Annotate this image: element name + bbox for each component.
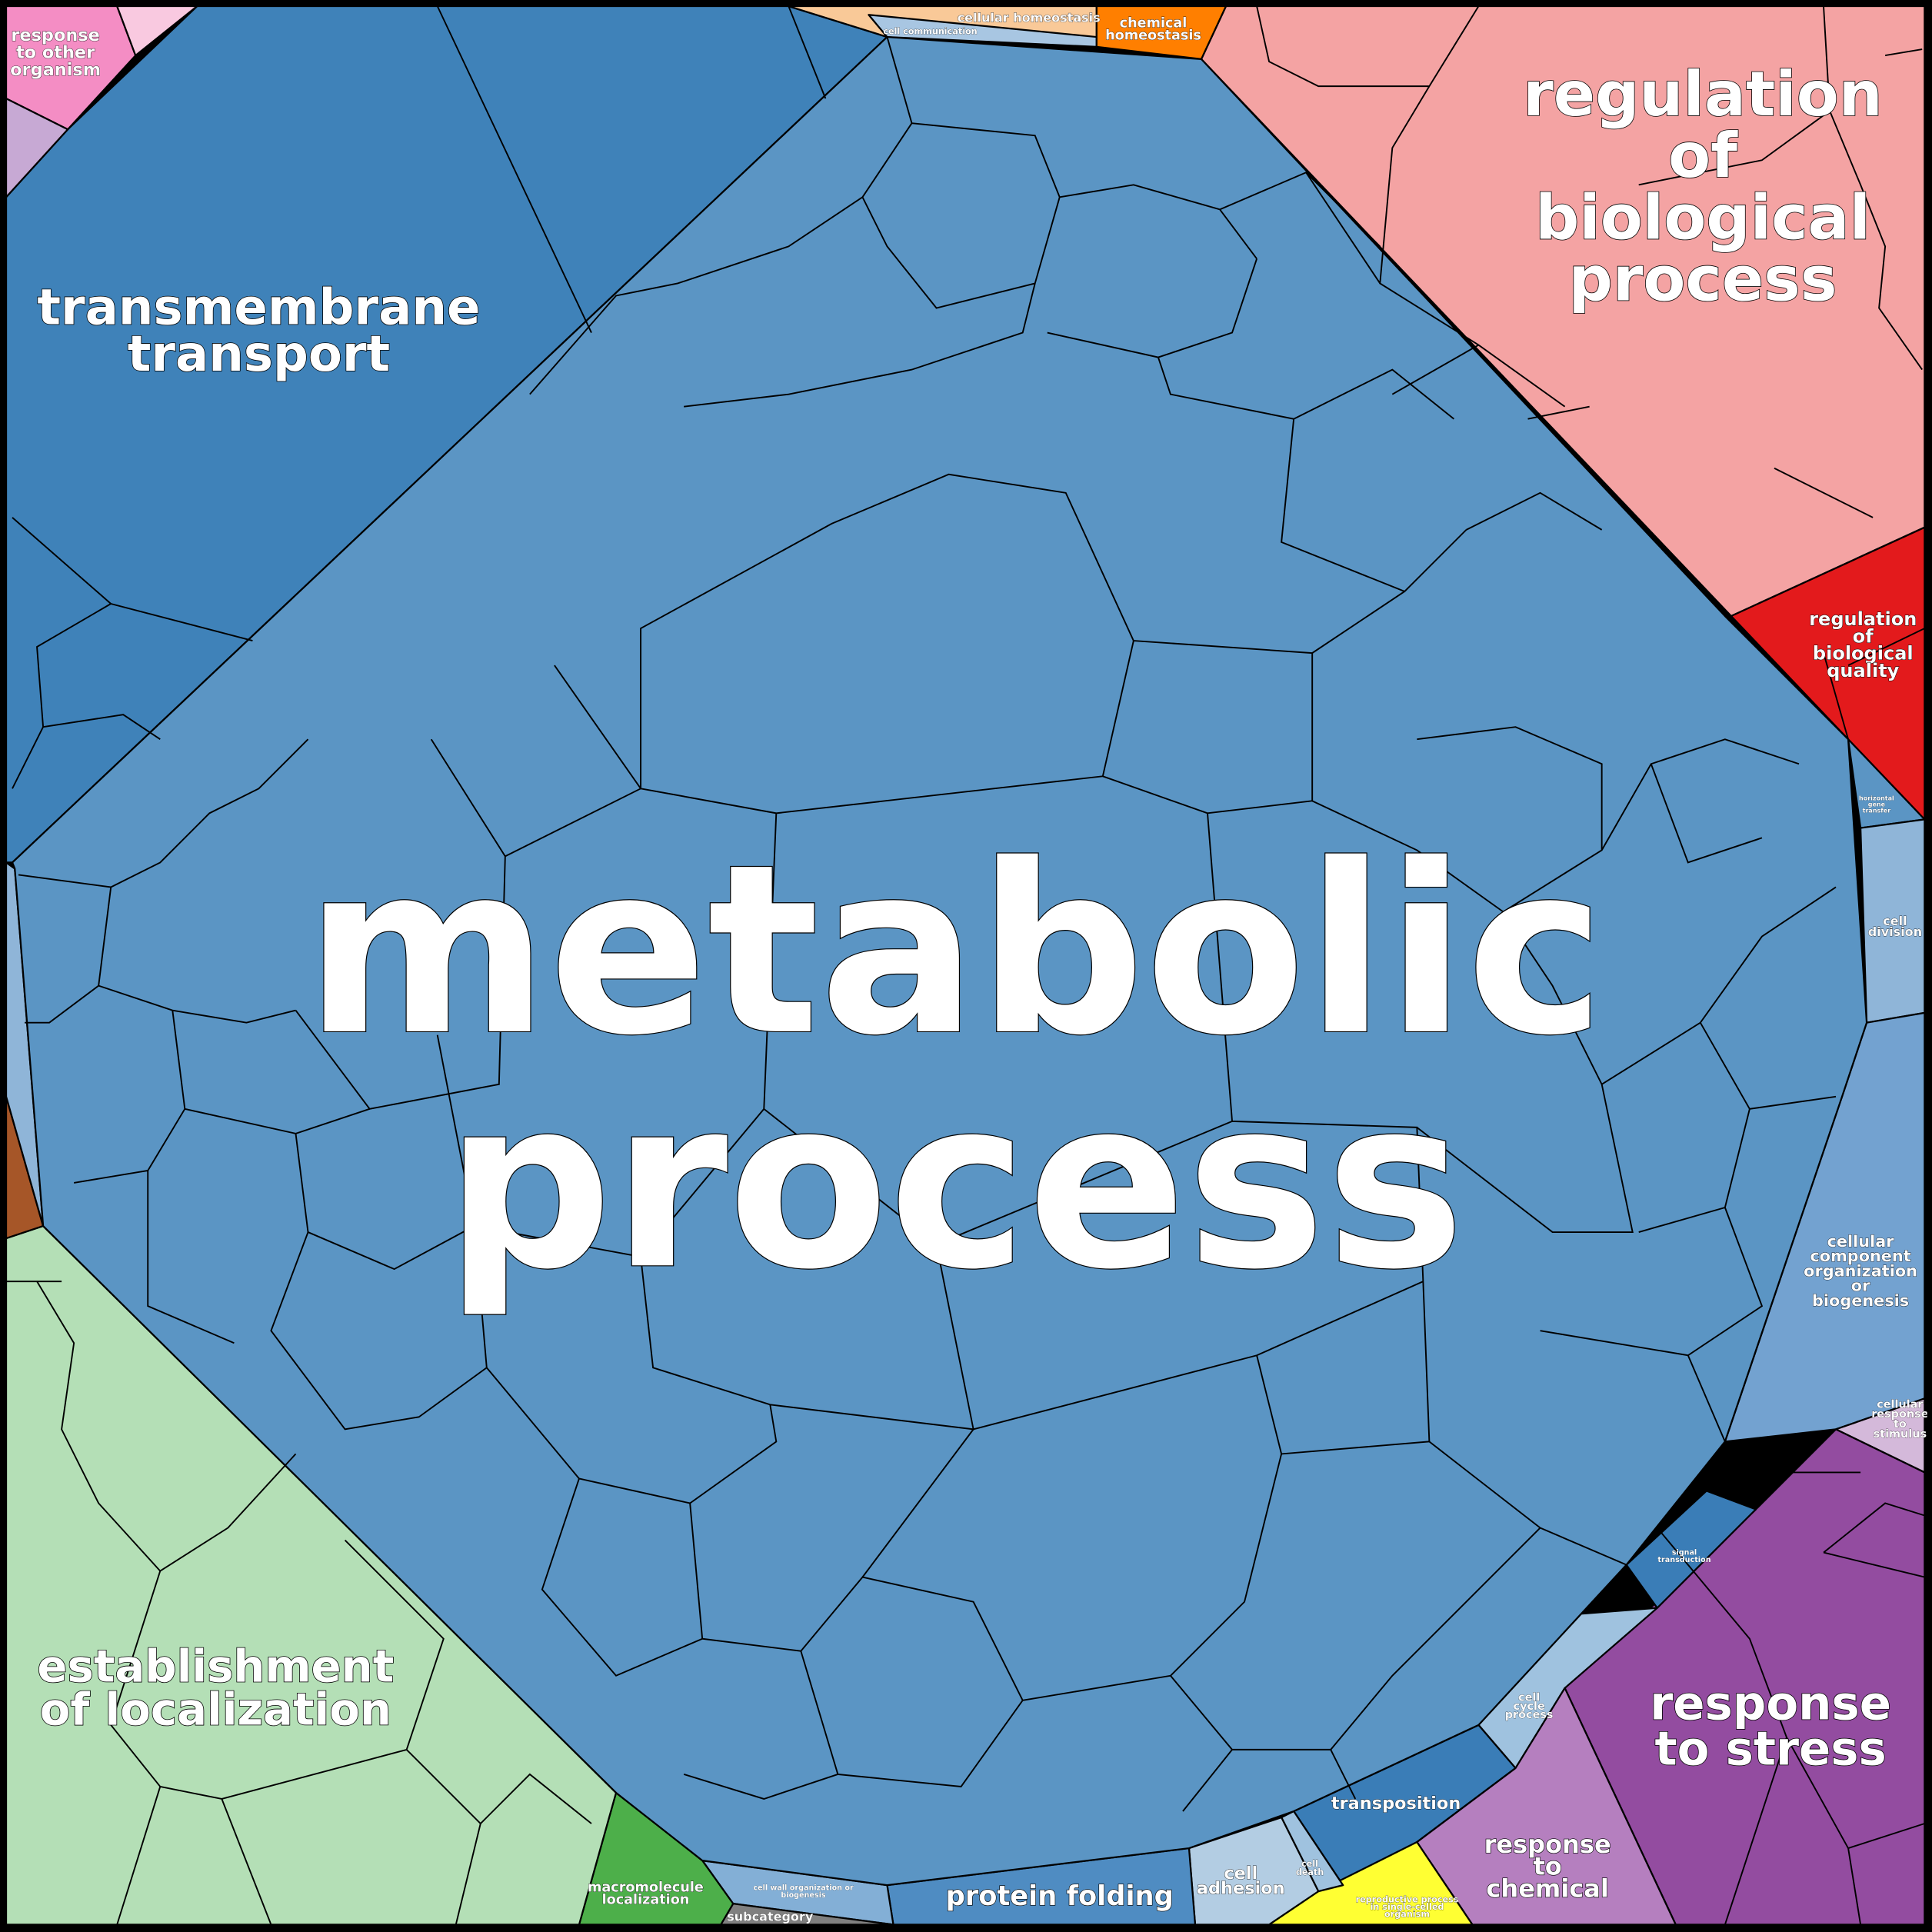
region-label: response: [1484, 1830, 1611, 1859]
cell: [5, 5, 137, 131]
cells: [5, 5, 1926, 1926]
region-label: response: [1871, 1408, 1928, 1421]
region-label: chemical: [1486, 1874, 1608, 1904]
region-label: cell: [1224, 1864, 1257, 1884]
region-label: of: [1668, 120, 1738, 192]
region-label: cellular homeostasis: [958, 11, 1101, 25]
region-label: biogenesis: [1812, 1291, 1909, 1310]
region-label: quality: [1827, 660, 1899, 681]
region-label: response: [11, 25, 100, 45]
region-label: chemical: [1120, 15, 1188, 31]
region-label: horizontal: [1859, 795, 1894, 802]
region-label: biogenesis: [781, 1891, 826, 1900]
region-label: process: [1569, 243, 1837, 315]
region-label: process: [1505, 1709, 1554, 1721]
region-label: signal: [1672, 1549, 1697, 1557]
region-label: regulation: [1523, 58, 1882, 130]
region-label: reproductive process: [1356, 1894, 1459, 1904]
region-label: to other: [16, 42, 95, 62]
region-label: component: [1810, 1247, 1910, 1265]
region-label: organization: [1804, 1261, 1917, 1280]
region-label: division: [1868, 924, 1922, 939]
region-label: of localization: [40, 1683, 391, 1735]
region-label: gene: [1868, 801, 1886, 808]
region-label: organism: [1384, 1910, 1430, 1920]
region-label: to: [1533, 1852, 1561, 1881]
region-label: transfer: [1863, 808, 1891, 814]
region-label: establishment: [37, 1640, 394, 1692]
region-label: cell: [1518, 1692, 1540, 1704]
region-label: biological: [1813, 643, 1914, 665]
region-label: transport: [128, 326, 390, 383]
region-label: homeostasis: [1105, 28, 1201, 43]
region-label: transmembrane: [37, 279, 480, 336]
region-label: cell communication: [883, 27, 977, 37]
region-label: cellular: [1877, 1398, 1924, 1411]
region-label: metabolic: [305, 814, 1605, 1087]
region-label: cellular: [1827, 1232, 1895, 1251]
region-label: macromolecule: [588, 1880, 704, 1895]
region-label: stimulus: [1874, 1428, 1927, 1441]
region-label: regulation: [1809, 608, 1917, 630]
region-label: response: [1650, 1676, 1891, 1730]
region-label: protein folding: [946, 1880, 1174, 1912]
region-label: or: [1851, 1277, 1870, 1295]
region-label: adhesion: [1197, 1878, 1285, 1898]
region-label: process: [445, 1048, 1464, 1321]
inner-cells: [6, 5, 1925, 1925]
region-label: in single-celled: [1371, 1902, 1444, 1912]
region-label: cycle: [1514, 1700, 1545, 1713]
region-label: of: [1853, 625, 1874, 647]
region-label: to stress: [1655, 1722, 1887, 1777]
region-label: to: [1894, 1418, 1907, 1431]
region-label: cell: [1301, 1859, 1318, 1869]
region-label: subcategory: [727, 1909, 814, 1924]
cell: [116, 5, 198, 57]
region-label: death: [1296, 1867, 1324, 1877]
cell: [11, 35, 1868, 1887]
region-label: cell wall organization or: [753, 1884, 854, 1892]
cell: [5, 98, 69, 198]
cell: [1625, 1490, 1757, 1609]
region-label: localization: [602, 1892, 690, 1907]
region-label: organism: [10, 60, 101, 80]
region-label: biological: [1535, 182, 1870, 253]
labels: metabolicprocesstransmembranetransportre…: [10, 10, 1929, 1924]
region-label: transduction: [1657, 1556, 1710, 1564]
region-label: transposition: [1331, 1794, 1461, 1814]
region-label: cell: [1883, 914, 1907, 928]
